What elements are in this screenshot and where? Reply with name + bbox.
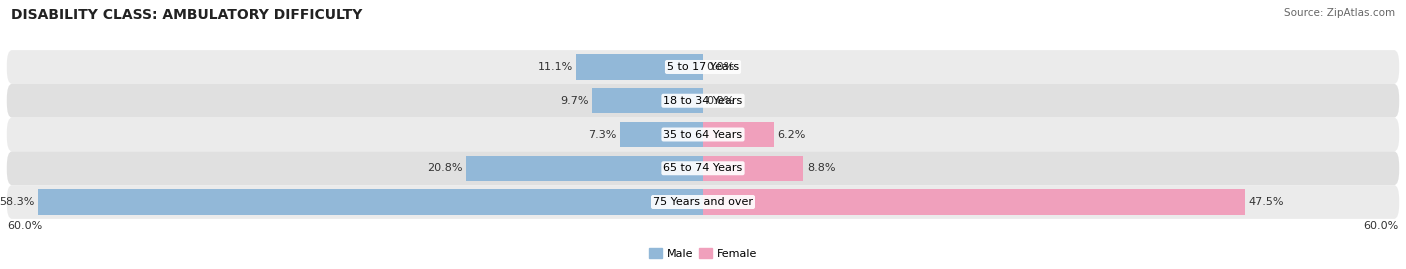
FancyBboxPatch shape — [7, 118, 1399, 151]
Text: 58.3%: 58.3% — [0, 197, 34, 207]
Text: 7.3%: 7.3% — [588, 129, 616, 140]
Text: 8.8%: 8.8% — [807, 163, 835, 173]
Text: 20.8%: 20.8% — [427, 163, 463, 173]
Text: 60.0%: 60.0% — [7, 221, 42, 231]
Bar — [703, 155, 803, 181]
Text: 0.0%: 0.0% — [706, 96, 735, 106]
Text: 11.1%: 11.1% — [537, 62, 572, 72]
FancyBboxPatch shape — [7, 50, 1399, 84]
Text: 6.2%: 6.2% — [778, 129, 806, 140]
FancyBboxPatch shape — [7, 151, 1399, 185]
Text: 0.0%: 0.0% — [706, 62, 735, 72]
Bar — [620, 122, 703, 147]
Text: 47.5%: 47.5% — [1249, 197, 1284, 207]
FancyBboxPatch shape — [7, 185, 1399, 219]
Bar — [38, 189, 703, 215]
Legend: Male, Female: Male, Female — [644, 244, 762, 263]
Text: 75 Years and over: 75 Years and over — [652, 197, 754, 207]
Text: 60.0%: 60.0% — [1364, 221, 1399, 231]
Text: 35 to 64 Years: 35 to 64 Years — [664, 129, 742, 140]
Text: Source: ZipAtlas.com: Source: ZipAtlas.com — [1284, 8, 1395, 18]
Bar — [465, 155, 703, 181]
Text: 9.7%: 9.7% — [561, 96, 589, 106]
Text: 5 to 17 Years: 5 to 17 Years — [666, 62, 740, 72]
Text: DISABILITY CLASS: AMBULATORY DIFFICULTY: DISABILITY CLASS: AMBULATORY DIFFICULTY — [11, 8, 363, 22]
Bar — [592, 88, 703, 114]
FancyBboxPatch shape — [7, 84, 1399, 118]
Bar — [576, 54, 703, 80]
Text: 65 to 74 Years: 65 to 74 Years — [664, 163, 742, 173]
Bar — [703, 122, 773, 147]
Text: 18 to 34 Years: 18 to 34 Years — [664, 96, 742, 106]
Bar — [703, 189, 1244, 215]
